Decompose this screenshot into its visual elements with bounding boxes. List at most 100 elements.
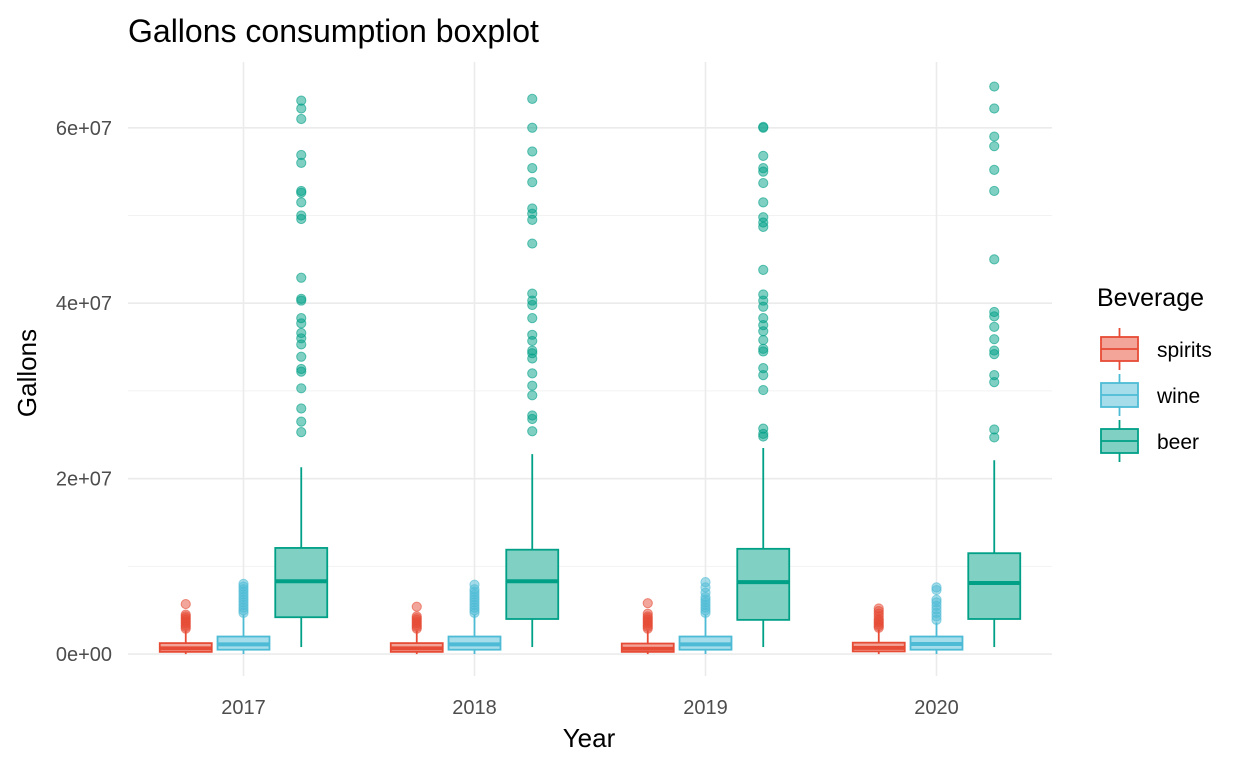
outlier-point — [527, 345, 538, 356]
outlier-point — [527, 329, 538, 340]
x-tick-label: 2020 — [914, 697, 959, 719]
chart-title: Gallons consumption boxplot — [128, 13, 539, 49]
beer-box-2017 — [274, 95, 329, 648]
outlier-point — [989, 254, 1000, 265]
outlier-point — [527, 177, 538, 188]
outlier-point — [989, 345, 1000, 356]
legend: Beverage spirits wine beer — [1097, 284, 1212, 462]
x-tick-label: 2017 — [221, 697, 266, 719]
outlier-point — [527, 146, 538, 157]
outlier-point — [527, 93, 538, 104]
outlier-point — [296, 383, 307, 394]
outlier-point — [296, 363, 307, 375]
outlier-point — [989, 81, 1000, 92]
outlier-point — [758, 423, 769, 434]
outlier-point — [527, 122, 538, 133]
outlier-point — [758, 177, 769, 189]
outlier-point — [700, 577, 711, 588]
legend-label: spirits — [1157, 339, 1212, 362]
grid-lines — [128, 62, 1052, 676]
y-tick-label: 0e+00 — [56, 644, 112, 666]
outlier-point — [296, 403, 307, 414]
outlier-point — [527, 410, 538, 421]
spirits-box-2018 — [389, 601, 444, 655]
outlier-point — [931, 594, 942, 605]
outlier-point — [527, 203, 538, 214]
outlier-point — [296, 427, 307, 438]
legend-item-beer: beer — [1100, 420, 1199, 462]
outlier-point — [758, 121, 769, 133]
outlier-point — [758, 313, 769, 324]
spirits-box-2020 — [851, 603, 906, 655]
outlier-point — [469, 579, 480, 590]
box-iqr — [967, 552, 1022, 620]
outlier-point — [758, 264, 769, 275]
outlier-point — [411, 601, 422, 612]
outlier-point — [527, 380, 538, 391]
outlier-point — [527, 368, 538, 379]
outlier-point — [296, 210, 307, 221]
plot-area — [158, 81, 1022, 655]
outlier-point — [527, 426, 538, 437]
outlier-point — [296, 293, 307, 304]
outlier-point — [642, 598, 653, 609]
outlier-point — [758, 334, 769, 346]
outlier-point — [527, 313, 538, 324]
outlier-point — [989, 103, 1000, 114]
spirits-box-2019 — [620, 598, 675, 655]
legend-title: Beverage — [1097, 284, 1204, 312]
outlier-point — [527, 163, 538, 174]
outlier-point — [989, 164, 1000, 175]
y-tick-label: 2e+07 — [56, 469, 112, 491]
wine-box-2017 — [216, 578, 271, 655]
outlier-point — [758, 197, 769, 208]
x-axis-ticks: 2017 2018 2019 2020 — [221, 697, 959, 719]
outlier-point — [758, 289, 769, 300]
outlier-point — [296, 113, 307, 125]
outlier-point — [527, 238, 538, 249]
outlier-point — [296, 313, 307, 324]
legend-item-wine: wine — [1100, 374, 1200, 416]
wine-box-2020 — [909, 582, 964, 655]
outlier-point — [296, 95, 307, 106]
outlier-point — [411, 611, 422, 622]
outlier-point — [296, 416, 307, 427]
outlier-point — [873, 603, 884, 614]
outlier-point — [989, 370, 1000, 381]
outlier-point — [758, 163, 769, 174]
box-iqr — [505, 548, 560, 620]
outlier-point — [238, 578, 249, 590]
outlier-point — [642, 608, 653, 619]
outlier-point — [758, 384, 769, 396]
x-tick-label: 2019 — [683, 697, 728, 719]
outlier-point — [758, 150, 769, 161]
x-axis-title: Year — [563, 723, 616, 753]
outlier-point — [989, 321, 1000, 332]
outlier-point — [296, 197, 307, 208]
wine-box-2019 — [678, 577, 733, 655]
beer-box-2019 — [736, 121, 791, 648]
box-iqr — [736, 547, 791, 621]
outlier-point — [296, 351, 307, 362]
outlier-point — [989, 334, 1000, 345]
outlier-point — [989, 306, 1000, 318]
outlier-point — [989, 424, 1000, 435]
outlier-point — [989, 141, 1000, 152]
outlier-point — [758, 363, 769, 374]
outlier-point — [296, 327, 307, 339]
outlier-point — [931, 582, 942, 593]
beer-box-2020 — [967, 81, 1022, 648]
wine-box-2018 — [447, 579, 502, 655]
legend-label: wine — [1156, 385, 1200, 408]
spirits-box-2017 — [158, 598, 213, 655]
outlier-point — [296, 185, 307, 197]
y-axis-title: Gallons — [12, 329, 42, 417]
beer-box-2018 — [505, 93, 560, 648]
outlier-point — [758, 212, 769, 223]
legend-item-spirits: spirits — [1100, 328, 1212, 370]
outlier-point — [989, 131, 1000, 142]
outlier-point — [180, 598, 191, 610]
outlier-point — [296, 149, 307, 161]
